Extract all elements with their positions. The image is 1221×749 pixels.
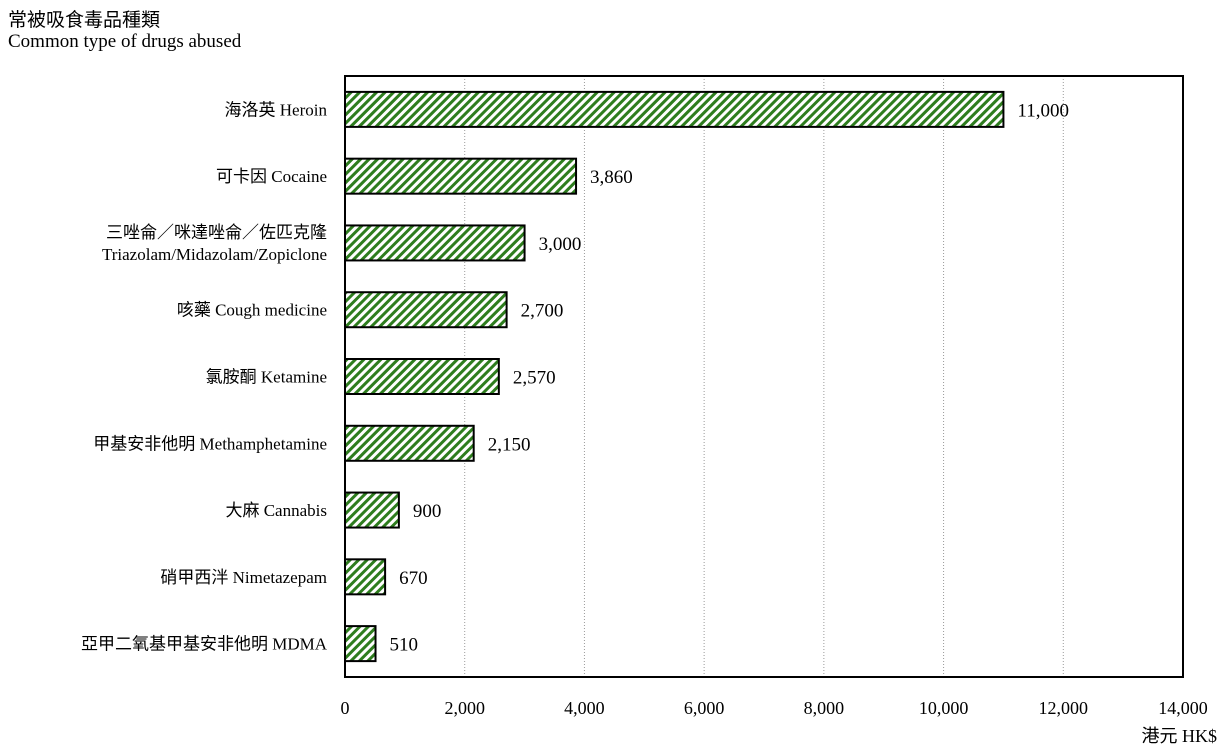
category-label: 三唑侖／咪達唑侖／佐匹克隆: [106, 223, 327, 242]
category-label: 可卡因 Cocaine: [216, 167, 327, 186]
x-tick-label: 4,000: [564, 698, 605, 718]
x-tick-label: 8,000: [804, 698, 845, 718]
value-label: 510: [390, 635, 419, 656]
category-label: 亞甲二氧基甲基安非他明 MDMA: [81, 635, 328, 654]
bar: [344, 625, 377, 663]
y-axis-title-chinese: 常被吸食毒品種類: [8, 10, 161, 31]
value-label: 900: [413, 501, 442, 522]
plot-area-frame: [344, 75, 1184, 678]
value-label: 3,000: [539, 234, 582, 255]
bar: [344, 90, 1005, 128]
x-tick-label: 2,000: [444, 698, 485, 718]
bar: [344, 224, 526, 262]
x-tick-label: 14,000: [1158, 698, 1208, 718]
bar: [344, 291, 508, 329]
category-label: Triazolam/Midazolam/Zopiclone: [102, 245, 327, 264]
x-tick-label: 10,000: [919, 698, 969, 718]
category-label: 硝甲西泮 Nimetazepam: [160, 568, 327, 587]
category-labels: 海洛英 Heroin 可卡因 Cocaine 三唑侖／咪達唑侖／佐匹克隆 Triazo…: [81, 100, 328, 653]
category-label: 咳藥 Cough medicine: [177, 301, 327, 320]
value-label: 3,860: [590, 167, 633, 188]
value-labels: 11,000 3,860 3,000 2,700 2,570 2,150 900 670 510: [390, 100, 1069, 655]
y-axis-title-english: Common type of drugs abused: [8, 31, 242, 52]
x-tick-label: 12,000: [1039, 698, 1089, 718]
value-label: 2,700: [521, 301, 564, 322]
bars: [344, 90, 1005, 663]
category-label: 大麻 Cannabis: [225, 501, 327, 520]
bar: [344, 358, 500, 395]
category-label: 甲基安非他明 Methamphetamine: [93, 434, 327, 453]
value-label: 11,000: [1017, 100, 1069, 121]
x-tick-label: 6,000: [684, 698, 725, 718]
value-label: 2,570: [513, 368, 556, 389]
bar: [344, 491, 400, 529]
x-axis-unit-label: 港元 HK$: [1142, 726, 1218, 746]
bar: [344, 424, 475, 462]
value-label: 670: [399, 568, 428, 589]
category-label: 海洛英 Heroin: [225, 100, 328, 119]
bar: [344, 157, 578, 195]
value-label: 2,150: [488, 434, 531, 455]
category-label: 氯胺酮 Ketamine: [206, 368, 327, 387]
bar: [344, 558, 387, 596]
x-tick-label: 0: [341, 698, 350, 718]
x-axis-tick-labels: 0 2,000 4,000 6,000 8,000 10,000 12,000 14,000: [341, 698, 1208, 718]
